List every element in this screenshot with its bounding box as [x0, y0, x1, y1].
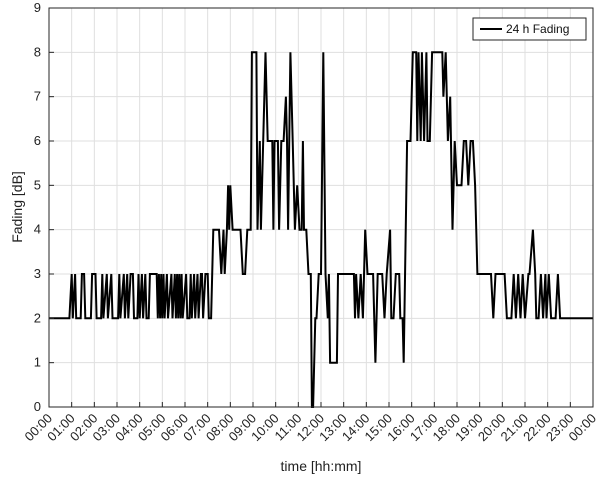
y-tick-label: 2: [34, 310, 41, 325]
x-axis-ticks: 00:0001:0002:0003:0004:0005:0006:0007:00…: [22, 402, 599, 444]
legend: 24 h Fading: [472, 17, 587, 41]
y-tick-label: 1: [34, 355, 41, 370]
y-tick-label: 5: [34, 177, 41, 192]
y-axis-ticks: 0 1 2 3 4 5 6 7 8 9: [34, 0, 54, 414]
y-tick-label: 8: [34, 44, 41, 59]
y-tick-label: 3: [34, 266, 41, 281]
y-tick-label: 7: [34, 89, 41, 104]
legend-label: 24 h Fading: [506, 22, 569, 36]
x-axis-label: time [hh:mm]: [281, 458, 362, 474]
series-line: [49, 51, 593, 408]
series-group: [49, 51, 593, 408]
y-tick-label: 9: [34, 0, 41, 15]
y-tick-label: 4: [34, 222, 41, 237]
y-tick-label: 0: [34, 399, 41, 414]
y-axis-label: Fading [dB]: [9, 171, 25, 243]
y-tick-label: 6: [34, 133, 41, 148]
legend-box: [472, 17, 587, 41]
